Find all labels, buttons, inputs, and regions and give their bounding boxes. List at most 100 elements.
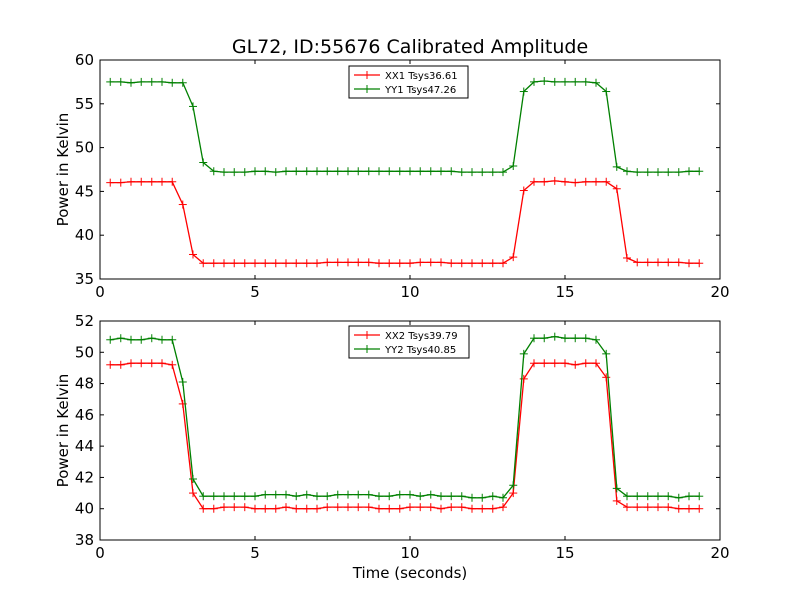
data-point-yy1	[385, 167, 394, 176]
data-point-xx1	[323, 258, 332, 267]
data-point-yy2	[271, 490, 280, 499]
x-tick-label: 20	[710, 544, 729, 562]
data-point-yy1	[199, 158, 208, 167]
data-point-yy2	[623, 492, 631, 501]
legend: XX2 Tsys39.79 YY2 Tsys40.85	[348, 325, 470, 359]
data-point-xx1	[664, 258, 673, 267]
legend-item: XX1 Tsys36.61	[354, 71, 458, 82]
data-point-xx2	[251, 504, 259, 513]
data-point-yy1	[209, 167, 218, 176]
data-point-xx2	[623, 503, 631, 512]
data-point-xx2	[116, 360, 125, 369]
data-point-yy1	[643, 168, 652, 177]
data-point-xx1	[282, 259, 290, 268]
data-point-xx2	[230, 503, 239, 512]
data-point-yy1	[499, 168, 507, 177]
data-point-yy2	[375, 492, 383, 501]
data-point-xx1	[147, 177, 156, 186]
data-point-yy2	[447, 492, 456, 501]
data-point-xx2	[540, 359, 549, 368]
data-point-yy1	[457, 168, 466, 177]
data-point-xx2	[354, 503, 363, 512]
data-point-yy1	[437, 167, 445, 176]
data-point-yy1	[127, 78, 135, 87]
data-point-xx2	[168, 360, 177, 369]
data-point-yy1	[509, 161, 518, 170]
data-point-xx1	[199, 259, 208, 268]
data-point-xx2	[106, 360, 115, 369]
x-tick-label: 10	[400, 283, 419, 301]
data-point-yy2	[116, 334, 125, 343]
data-point-xx1	[302, 259, 311, 268]
y-axis-label: Power in Kelvin	[54, 113, 72, 227]
data-point-yy2	[406, 490, 414, 499]
data-point-yy2	[220, 492, 228, 501]
data-point-yy1	[189, 102, 197, 111]
data-point-xx1	[354, 258, 363, 267]
data-point-xx2	[385, 504, 394, 513]
data-point-yy1	[323, 167, 332, 176]
data-point-xx1	[540, 177, 549, 186]
data-point-xx2	[333, 503, 342, 512]
data-point-yy2	[199, 492, 208, 501]
data-point-yy2	[643, 492, 652, 501]
data-point-xx2	[127, 359, 135, 368]
y-tick-label: 46	[75, 406, 94, 424]
data-point-xx1	[106, 178, 115, 187]
data-point-yy2	[457, 492, 466, 501]
data-point-xx2	[364, 503, 373, 512]
data-point-xx2	[571, 360, 580, 369]
data-point-xx2	[344, 503, 352, 512]
data-point-xx1	[209, 259, 218, 268]
bottom-panel-chart: 0 5 10 15 20 38 40 42 44 46 48 50 52 Power in Kelvin T…	[54, 312, 730, 582]
data-point-yy2	[354, 490, 363, 499]
data-point-xx2	[240, 503, 249, 512]
data-point-xx1	[499, 259, 507, 268]
x-tick-label: 10	[400, 544, 419, 562]
data-point-xx1	[189, 250, 197, 259]
y-tick-label: 40	[75, 226, 94, 244]
data-point-yy1	[478, 168, 487, 177]
data-point-xx2	[137, 359, 146, 368]
data-point-xx2	[654, 503, 662, 512]
data-point-xx1	[530, 177, 538, 186]
data-point-xx2	[499, 503, 507, 512]
data-point-xx2	[189, 489, 197, 498]
data-point-yy2	[654, 492, 662, 501]
data-point-yy1	[623, 167, 631, 176]
series-line-yy1	[110, 80, 700, 173]
data-point-yy1	[581, 77, 590, 86]
data-point-yy1	[664, 168, 673, 177]
data-point-xx1	[612, 184, 621, 193]
data-point-xx2	[550, 359, 559, 368]
data-point-yy2	[674, 493, 683, 502]
data-point-xx2	[561, 359, 569, 368]
legend-item: YY1 Tsys47.26	[354, 85, 456, 96]
y-tick-label: 50	[75, 343, 94, 361]
data-point-xx2	[612, 496, 621, 505]
legend: XX1 Tsys36.61 YY1 Tsys47.26	[348, 65, 469, 99]
data-point-xx1	[488, 259, 497, 268]
data-point-xx2	[147, 359, 156, 368]
data-point-xx2	[581, 359, 590, 368]
data-point-xx2	[323, 503, 332, 512]
data-point-yy2	[158, 335, 166, 344]
data-point-yy2	[416, 492, 425, 501]
data-point-yy2	[561, 334, 569, 343]
data-point-xx2	[220, 503, 228, 512]
data-point-yy1	[147, 77, 156, 86]
data-point-yy1	[540, 77, 549, 86]
data-point-yy2	[344, 490, 352, 499]
data-point-xx1	[509, 253, 518, 262]
data-point-yy2	[302, 490, 311, 499]
y-tick-label: 45	[75, 182, 94, 200]
data-point-xx1	[220, 259, 228, 268]
data-point-xx1	[313, 259, 321, 268]
data-point-xx1	[654, 258, 662, 267]
series-line-xx2	[110, 362, 700, 510]
data-point-yy2	[189, 474, 197, 483]
data-point-yy2	[147, 334, 156, 343]
x-tick-label: 5	[250, 283, 260, 301]
data-point-xx1	[468, 259, 476, 268]
